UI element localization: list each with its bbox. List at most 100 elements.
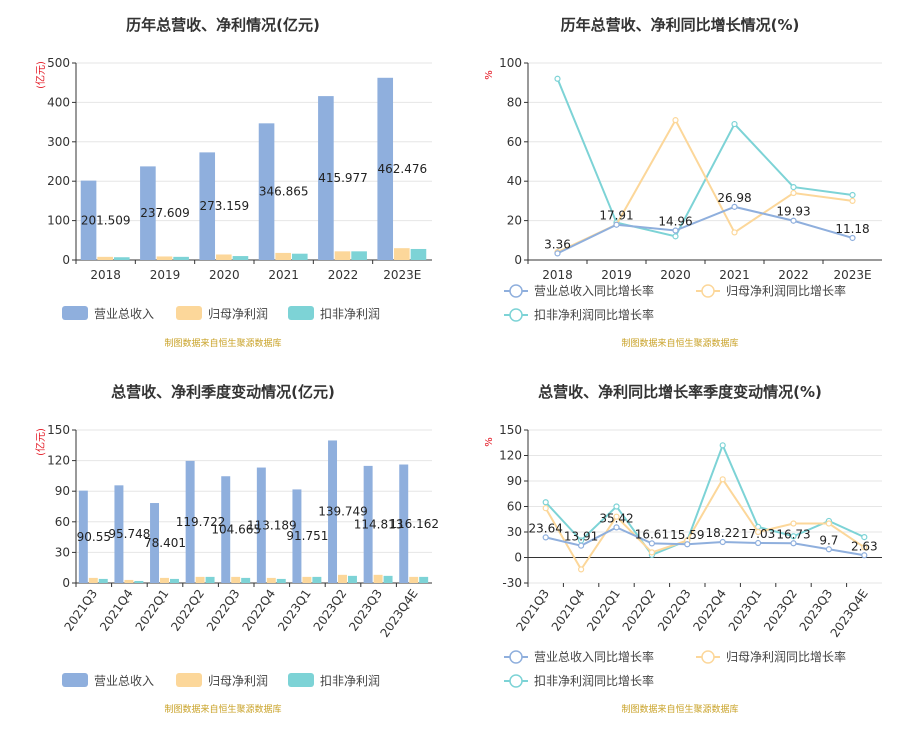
- series-point-3: [672, 233, 679, 240]
- bar-2: [124, 579, 134, 583]
- data-label: 415.977: [318, 171, 368, 185]
- y-tick-label: 90: [507, 474, 522, 488]
- y-tick-label: 100: [499, 56, 522, 70]
- bar-1: [258, 123, 275, 260]
- x-tick-label: 2022Q2: [620, 587, 659, 634]
- y-tick-label: 0: [514, 551, 522, 565]
- series-point-3: [790, 533, 797, 540]
- x-tick-label: 2023Q1: [726, 587, 765, 634]
- source-note: 制图数据来自恒生聚源数据库: [621, 337, 738, 349]
- bar-1: [199, 152, 216, 260]
- series-point-2: [790, 189, 797, 197]
- series-line-3: [544, 442, 865, 557]
- series-point-2: [849, 197, 856, 204]
- chart-panel-3: 总营收、净利季度变动情况(亿元)(亿元)03060901201502021Q32…: [34, 383, 439, 715]
- bar-2: [160, 577, 169, 583]
- bar-3: [419, 576, 429, 583]
- x-tick-label: 2019: [150, 268, 181, 282]
- chart-title: 历年总营收、净利情况(亿元): [126, 16, 320, 34]
- bar-2: [338, 574, 347, 583]
- legend-label: 归母净利润同比增长率: [726, 283, 846, 298]
- chart-panel-4: 总营收、净利同比增长率季度变动情况(%)% -30 0 30 60 90 120 150 202…: [484, 383, 882, 715]
- bar-1: [328, 440, 338, 583]
- y-tick-label: 500: [47, 56, 70, 70]
- legend-label: 营业总收入: [94, 674, 154, 688]
- data-label: 11.18: [835, 222, 869, 236]
- y-tick-label: 120: [47, 454, 70, 468]
- data-label: 15.59: [670, 528, 704, 542]
- series-point-2: [731, 229, 738, 236]
- data-label: 14.96: [658, 215, 692, 229]
- y-tick-label: -30: [502, 576, 522, 590]
- x-tick-label: 2022Q4: [690, 587, 729, 634]
- bar-3: [98, 578, 108, 583]
- x-tick-label: 2022: [328, 268, 359, 282]
- bar-3: [347, 575, 357, 583]
- data-label: 2.63: [851, 539, 878, 553]
- legend-marker: [701, 284, 715, 298]
- data-label: 119.722: [176, 515, 226, 529]
- series-point-2: [577, 566, 585, 573]
- series-point-3: [861, 533, 868, 541]
- x-tick-label: 2023E: [833, 268, 871, 282]
- legend-swatch: [288, 306, 314, 320]
- y-unit-label: %: [484, 437, 495, 447]
- y-tick-label: 30: [507, 525, 522, 539]
- bar-3: [291, 253, 308, 260]
- y-tick-label: 0: [62, 576, 70, 590]
- data-label: 346.865: [259, 185, 309, 199]
- series-point-3: [613, 503, 620, 510]
- series-point-1: [731, 203, 738, 210]
- x-tick-label: 2021Q3: [61, 587, 100, 634]
- y-tick-label: 0: [62, 253, 70, 267]
- x-tick-label: 2019: [601, 268, 632, 282]
- bar-3: [383, 575, 393, 583]
- bar-3: [113, 257, 130, 260]
- x-tick-label: 2021Q4: [97, 587, 136, 634]
- legend-label: 归母净利润同比增长率: [726, 649, 846, 664]
- series-point-3: [790, 184, 797, 191]
- series-point-1: [790, 217, 797, 224]
- bar-1: [221, 476, 231, 583]
- legend-label: 扣非净利润: [320, 307, 380, 321]
- legend-marker: [509, 284, 523, 298]
- legend-label: 扣非净利润同比增长率: [534, 307, 654, 322]
- legend-label: 扣非净利润: [320, 674, 380, 688]
- x-tick-label: 2018: [90, 268, 121, 282]
- legend-label: 归母净利润: [208, 307, 268, 321]
- y-tick-label: 120: [499, 449, 522, 463]
- bar-2: [97, 256, 113, 260]
- series-point-1: [613, 221, 620, 228]
- series-line-2: [544, 477, 865, 572]
- series-point-1: [648, 540, 656, 547]
- bar-2: [156, 256, 173, 260]
- legend-swatch: [176, 673, 202, 687]
- bar-3: [232, 256, 249, 260]
- bar-2: [334, 251, 351, 260]
- data-label: 23.64: [529, 521, 563, 535]
- series-point-2: [613, 513, 620, 520]
- y-tick-label: 60: [507, 500, 522, 514]
- legend-label: 营业总收入: [94, 307, 154, 321]
- series-point-1: [849, 234, 856, 242]
- series-point-2: [790, 520, 797, 527]
- bar-1: [140, 166, 156, 260]
- x-tick-label: 2020: [660, 268, 691, 282]
- series-line-3: [556, 78, 853, 238]
- data-label: 3.36: [544, 237, 571, 251]
- data-label: 139.749: [318, 505, 368, 519]
- y-tick-label: 100: [47, 214, 70, 228]
- series-point-2: [719, 476, 726, 483]
- x-tick-label: 2023Q3: [797, 587, 836, 634]
- chart-panel-2: 历年总营收、净利同比增长情况(%)% 0 20 40 60 80 100 2018 2019 20…: [484, 16, 882, 349]
- bar-3: [410, 248, 427, 260]
- y-tick-label: 200: [47, 174, 70, 188]
- series-point-1: [613, 524, 620, 531]
- data-label: 91.751: [286, 529, 328, 543]
- y-tick-label: 0: [514, 253, 522, 267]
- data-label: 17.91: [599, 209, 633, 223]
- x-tick-label: 2022Q4: [239, 587, 278, 634]
- data-label: 462.476: [378, 162, 428, 176]
- bar-1: [399, 464, 409, 583]
